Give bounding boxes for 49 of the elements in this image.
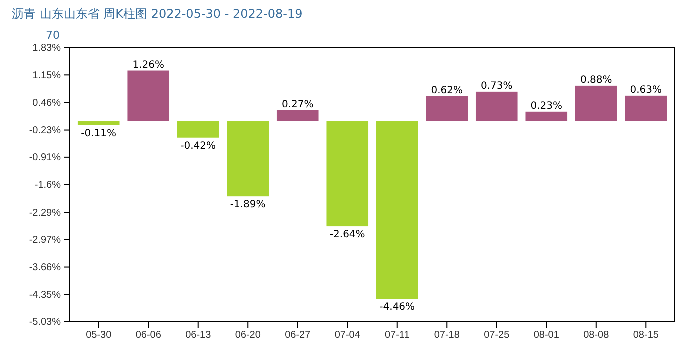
data-label: -0.11% [81, 128, 117, 140]
data-label: -1.89% [230, 200, 266, 211]
chart-title: 沥青 山东山东省 周K柱图 2022-05-30 - 2022-08-19 [12, 7, 303, 21]
data-label: -0.42% [180, 140, 216, 152]
y-tick-label: -1.6% [34, 180, 62, 192]
y-tick-label: -2.97% [29, 234, 62, 246]
bar [78, 121, 120, 126]
data-label: 0.63% [630, 84, 662, 96]
bar [426, 96, 468, 122]
x-tick-label: 08-01 [534, 330, 560, 342]
y-tick-label: -5.03% [29, 317, 62, 328]
x-tick-label: 06-27 [285, 330, 312, 342]
y-tick-label: -3.66% [29, 262, 62, 274]
bar [227, 121, 270, 197]
bar [177, 121, 220, 138]
y-tick-label: 0.46% [32, 98, 62, 109]
data-label: -2.64% [330, 230, 366, 241]
data-label: 0.88% [580, 74, 612, 86]
x-tick-label: 07-18 [434, 330, 460, 342]
y-tick-label: -0.91% [29, 152, 62, 164]
data-label: 0.23% [530, 100, 563, 112]
chart-subtitle: 70 [46, 29, 60, 42]
x-tick-label: 06-20 [235, 330, 262, 342]
y-tick-label: -0.23% [29, 125, 62, 136]
bar [376, 121, 418, 300]
x-tick-label: 07-25 [484, 330, 510, 342]
bar [326, 121, 369, 227]
x-tick-label: 06-13 [186, 330, 212, 342]
x-tick-label: 08-15 [633, 330, 660, 342]
data-label: 0.27% [282, 99, 314, 110]
bar [476, 92, 518, 122]
x-tick-label: 05-30 [86, 330, 112, 342]
bar [526, 112, 568, 122]
x-tick-label: 07-04 [334, 330, 361, 342]
bar [625, 96, 668, 122]
bar [276, 110, 319, 122]
bar [128, 70, 170, 122]
x-tick-label: 08-08 [584, 330, 610, 342]
y-tick-label: 1.15% [32, 70, 62, 82]
x-tick-label: 07-11 [384, 330, 410, 342]
x-tick-label: 06-06 [136, 330, 162, 342]
y-tick-label: -2.29% [29, 208, 62, 219]
data-label: 0.62% [431, 85, 464, 96]
data-label: 0.73% [480, 80, 513, 92]
data-label: 1.26% [132, 60, 164, 71]
y-tick-label: -4.35% [29, 290, 62, 302]
bar [575, 86, 618, 122]
y-tick-label: 1.83% [32, 43, 62, 54]
data-label: -4.46% [380, 302, 416, 314]
